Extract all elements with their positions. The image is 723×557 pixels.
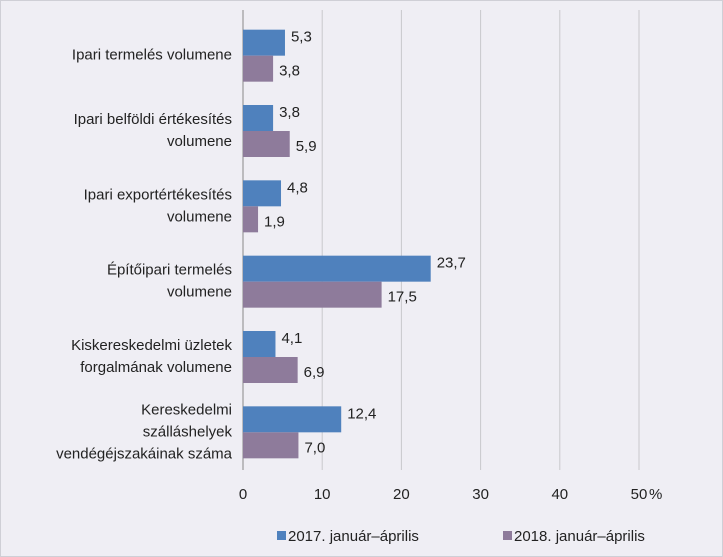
legend-label: 2018. január–április	[514, 528, 645, 545]
value-label: 5,9	[296, 138, 317, 155]
category-label: volumene	[167, 133, 232, 150]
category-label: Építőipari termelés	[107, 262, 232, 279]
value-label: 7,0	[304, 439, 325, 456]
bar	[243, 55, 274, 82]
legend-swatch	[503, 531, 512, 540]
bar	[243, 331, 276, 357]
value-label: 4,8	[287, 179, 308, 196]
x-tick-label: 10	[314, 486, 331, 503]
value-label: 1,9	[264, 213, 285, 230]
value-label: 3,8	[279, 104, 300, 121]
x-tick-label: 30	[472, 486, 489, 503]
x-unit: %	[649, 486, 662, 503]
value-label: 12,4	[347, 405, 376, 422]
bar	[243, 357, 298, 383]
value-label: 4,1	[281, 330, 302, 347]
category-label: Kereskedelmi	[141, 401, 232, 418]
category-label: forgalmának volumene	[80, 359, 232, 376]
category-label: Kiskereskedelmi üzletek	[71, 337, 232, 354]
category-label: Ipari exportértékesítés	[84, 186, 232, 203]
bar	[243, 255, 431, 282]
bar	[243, 432, 299, 459]
category-label: volumene	[167, 208, 232, 225]
x-tick-label: 20	[393, 486, 410, 503]
value-label: 23,7	[437, 255, 466, 272]
bar	[243, 105, 274, 131]
bar	[243, 29, 285, 56]
category-label: Ipari termelés volumene	[72, 47, 232, 64]
value-label: 5,3	[291, 29, 312, 46]
legend-label: 2017. január–április	[288, 528, 419, 545]
category-label: volumene	[167, 284, 232, 301]
category-label: szálláshelyek	[143, 423, 233, 440]
value-label: 17,5	[388, 289, 417, 306]
bar	[243, 206, 259, 233]
value-label: 3,8	[279, 63, 300, 80]
category-label: Ipari belföldi értékesítés	[74, 111, 232, 128]
bar	[243, 131, 290, 157]
bar	[243, 281, 382, 308]
bar	[243, 180, 282, 207]
x-tick-label: 0	[239, 486, 247, 503]
value-label: 6,9	[304, 364, 325, 381]
bar	[243, 406, 342, 433]
category-label: vendégéjszakáinak száma	[56, 445, 233, 462]
x-tick-label: 50	[631, 486, 648, 503]
x-tick-label: 40	[551, 486, 568, 503]
legend-swatch	[277, 531, 286, 540]
